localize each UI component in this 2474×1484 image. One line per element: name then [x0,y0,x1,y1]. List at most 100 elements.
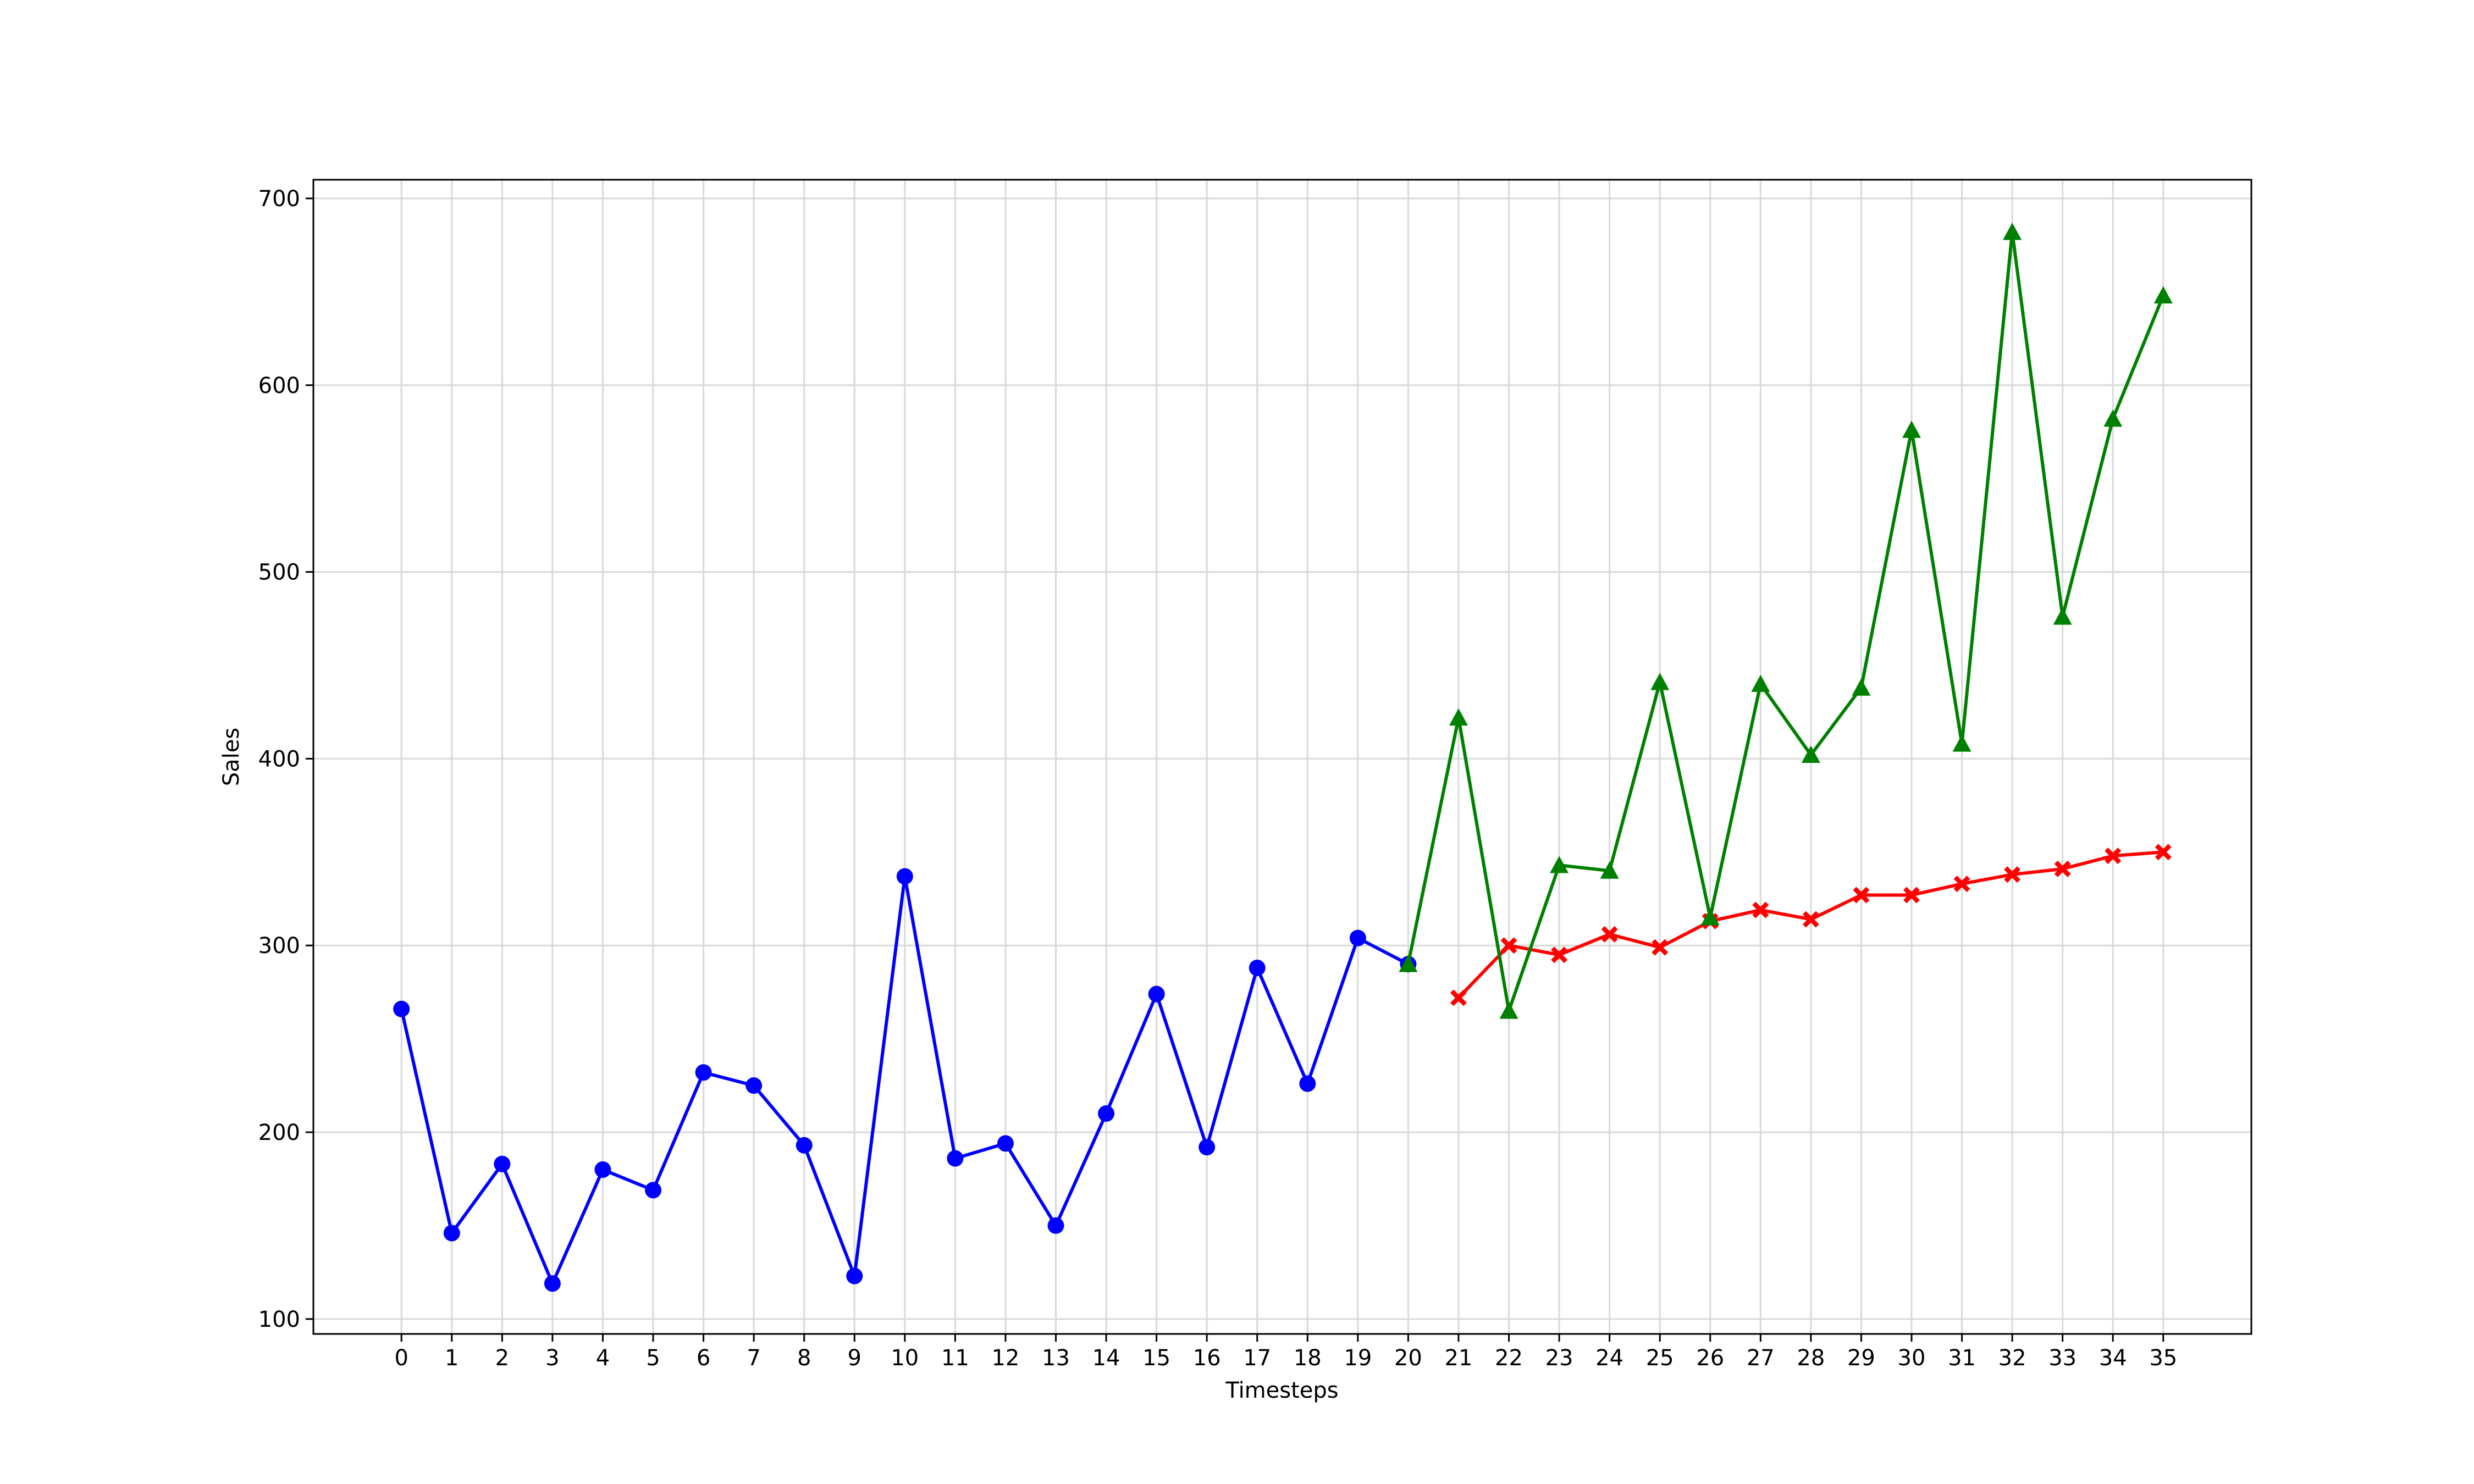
x-tick-label: 19 [1344,1345,1372,1371]
x-tick-label: 27 [1747,1345,1775,1371]
x-tick-label: 20 [1394,1345,1422,1371]
x-tick-label: 14 [1092,1345,1120,1371]
x-tick-label: 10 [891,1345,919,1371]
x-tick-label: 32 [1998,1345,2026,1371]
x-tick-label: 29 [1847,1345,1875,1371]
data-point [1952,734,1972,752]
x-tick-label: 11 [941,1345,969,1371]
x-tick-label: 24 [1595,1345,1623,1371]
y-tick-label: 200 [258,1120,300,1145]
data-point [2053,607,2072,625]
x-tick-label: 34 [2099,1345,2127,1371]
plot-frame [312,179,2252,1335]
data-point [997,1135,1014,1152]
x-tick-label: 12 [991,1345,1019,1371]
data-point [2105,848,2122,865]
data-point [1802,911,1819,928]
x-tick-label: 23 [1545,1345,1573,1371]
data-point [2054,860,2071,877]
y-tick-label: 500 [258,560,300,585]
x-tick-label: 35 [2149,1345,2177,1371]
data-point [1903,887,1920,904]
data-point [1399,955,1418,972]
series-1 [1450,844,2172,1006]
x-axis-label: Timesteps [1225,1378,1338,1403]
data-point [1500,937,1517,954]
data-point [1600,861,1619,879]
data-point [2153,286,2173,304]
data-point [1652,939,1669,956]
y-tick-label: 300 [258,933,300,959]
data-point [947,1150,964,1167]
data-point [1853,887,1870,904]
y-tick-label: 600 [258,373,300,398]
data-point [846,1267,863,1284]
x-tick-label: 8 [797,1345,811,1371]
x-tick-label: 7 [747,1345,760,1371]
y-axis-label: Sales [219,728,244,786]
data-point [1449,708,1468,726]
data-point [1299,1075,1316,1092]
data-point [443,1225,460,1242]
data-point [1700,908,1720,926]
data-point [2155,844,2172,861]
data-point [1550,856,1569,873]
x-tick-label: 4 [596,1345,610,1371]
y-tick-label: 400 [258,746,300,772]
data-point [2103,409,2123,427]
x-tick-label: 33 [2048,1345,2077,1371]
x-tick-label: 16 [1193,1345,1221,1371]
data-point [1852,678,1871,696]
data-point [1751,674,1770,692]
x-tick-label: 22 [1495,1345,1523,1371]
y-tick-label: 100 [258,1307,300,1332]
data-point [896,868,913,885]
x-tick-label: 13 [1042,1345,1070,1371]
x-tick-label: 26 [1696,1345,1724,1371]
data-point [1953,876,1970,893]
data-point [494,1155,511,1172]
data-point [1450,989,1467,1006]
y-tick-label: 700 [258,186,300,212]
data-point [1249,959,1266,976]
x-tick-label: 3 [545,1345,559,1371]
x-tick-label: 15 [1142,1345,1170,1371]
axis-ticks: 0 1 2 3 4 5 6 7 8 9 10 11 12 13 14 15 16 17 18 19 20 21 22 23 24… [258,186,2178,1371]
x-tick-label: 5 [646,1345,660,1371]
series-2 [1399,223,2173,1019]
data-point [1551,946,1568,964]
data-point [393,1000,410,1017]
data-point [1650,673,1670,690]
data-point [695,1064,712,1081]
data-point [1047,1217,1064,1234]
series-line [1406,230,2165,1013]
data-point [2003,223,2022,240]
data-point [1499,1001,1518,1019]
data-point [1148,985,1165,1003]
data-point [1752,901,1769,918]
data-point [1349,929,1366,946]
x-tick-label: 9 [848,1345,862,1371]
data-point [645,1182,662,1199]
x-tick-label: 1 [445,1345,459,1371]
x-tick-label: 30 [1898,1345,1926,1371]
x-tick-label: 6 [697,1345,710,1371]
data-point [1199,1139,1216,1156]
series-layer [393,223,2173,1292]
data-point [1098,1105,1115,1122]
data-point [594,1161,611,1178]
x-tick-label: 28 [1797,1345,1825,1371]
x-tick-label: 18 [1294,1345,1322,1371]
x-tick-label: 21 [1445,1345,1473,1371]
data-point [544,1275,561,1292]
data-point [1601,926,1618,943]
data-point [2004,866,2021,883]
series-0 [393,868,1417,1292]
data-point [796,1137,813,1154]
data-point [745,1077,763,1094]
x-tick-label: 0 [395,1345,408,1371]
x-tick-label: 2 [495,1345,509,1371]
x-tick-label: 25 [1646,1345,1674,1371]
x-tick-label: 17 [1243,1345,1271,1371]
